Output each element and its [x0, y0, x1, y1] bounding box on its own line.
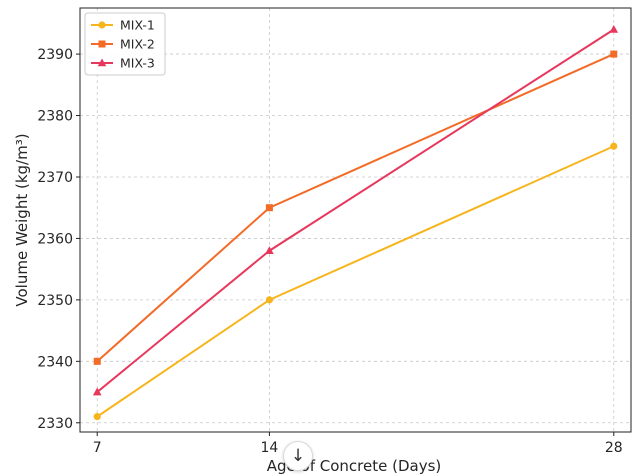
arrow-down-icon: ↓ [290, 445, 306, 466]
y-tick-label: 2350 [37, 293, 73, 309]
data-point [92, 387, 102, 396]
data-point [93, 413, 101, 421]
legend-marker [97, 58, 107, 67]
legend-item: MIX-3 [91, 56, 155, 71]
data-point [265, 246, 274, 255]
scroll-down-button[interactable]: ↓ [283, 441, 313, 471]
legend-marker [98, 40, 106, 48]
data-point [265, 204, 273, 212]
legend-item: MIX-1 [91, 18, 155, 33]
series-line [96, 28, 615, 393]
y-tick-label: 2330 [37, 416, 73, 432]
data-point [610, 142, 618, 150]
y-tick-label: 2380 [37, 109, 73, 125]
data-point [265, 296, 274, 304]
legend-marker [98, 21, 106, 29]
legend-box [84, 12, 166, 76]
series-mix-3 [92, 25, 619, 396]
y-tick-label: 2390 [37, 47, 73, 63]
legend: MIX-1 MIX-2 MIX-3 [84, 12, 166, 76]
x-tick-label: 28 [605, 440, 623, 456]
y-tick-label: 2360 [37, 231, 73, 247]
x-tick-label: 7 [93, 440, 102, 456]
series-mix-1 [93, 142, 618, 421]
data-point [609, 25, 619, 33]
plot-frame [79, 7, 632, 433]
series-lines [92, 25, 619, 421]
series-mix-2 [93, 50, 618, 365]
axis-ticks: 2330 2340 2350 2360 2370 2380 2390 7 14 28 [37, 47, 622, 456]
series-line [96, 53, 615, 363]
y-axis-label: Volume Weight (kg/m³) [13, 133, 31, 306]
y-tick-label: 2370 [37, 170, 73, 186]
data-point [93, 357, 101, 365]
grid-lines [80, 8, 631, 432]
legend-label: MIX-1 [120, 18, 155, 33]
legend-item: MIX-2 [91, 37, 155, 52]
x-tick-label: 14 [260, 440, 278, 456]
series-line [96, 145, 615, 418]
legend-label: MIX-2 [120, 37, 155, 52]
legend-label: MIX-3 [120, 56, 155, 71]
data-point [610, 50, 618, 58]
y-tick-label: 2340 [37, 354, 73, 370]
